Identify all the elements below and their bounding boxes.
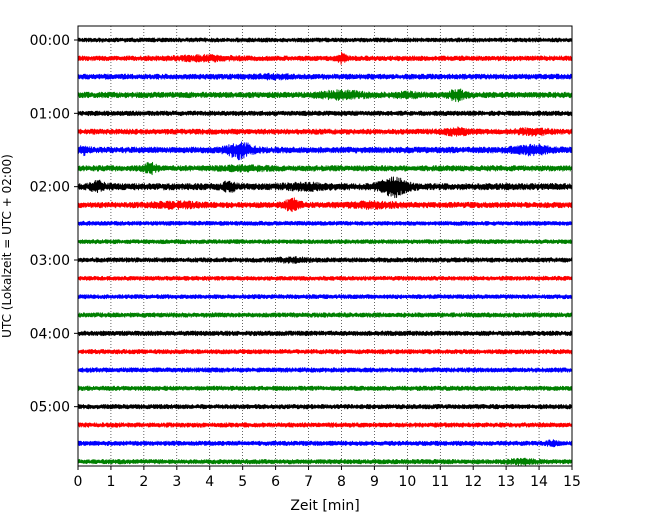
y-tick-label-1: 01:00 (30, 106, 70, 122)
trace-20 (77, 404, 573, 410)
y-tick-label-4: 04:00 (30, 326, 70, 342)
trace-7 (77, 161, 573, 176)
x-tick-label-0: 0 (74, 474, 83, 490)
x-tick-label-6: 6 (271, 474, 280, 490)
trace-5 (77, 126, 573, 137)
x-tick-label-10: 10 (398, 474, 416, 490)
trace-12 (77, 256, 573, 264)
trace-23 (77, 457, 573, 466)
x-tick-label-15: 15 (563, 474, 581, 490)
x-tick-label-9: 9 (370, 474, 379, 490)
trace-22 (77, 439, 573, 448)
trace-10 (77, 220, 573, 226)
y-axis-title: UTC (Lokalzeit = UTC + 02:00) (0, 154, 14, 338)
trace-2 (77, 72, 573, 81)
y-axis: 00:00 01:00 02:00 03:00 04:00 05:00 (30, 33, 78, 416)
traces-layer (77, 37, 573, 466)
trace-9 (77, 197, 573, 213)
trace-11 (77, 239, 573, 245)
trace-4 (77, 110, 573, 117)
y-tick-label-0: 00:00 (30, 33, 70, 49)
trace-18 (77, 367, 573, 373)
trace-16 (77, 330, 573, 337)
x-tick-label-11: 11 (431, 474, 449, 490)
y-tick-label-5: 05:00 (30, 400, 70, 416)
x-tick-label-14: 14 (530, 474, 548, 490)
trace-13 (77, 275, 573, 281)
x-tick-label-1: 1 (106, 474, 115, 490)
trace-19 (77, 385, 573, 391)
x-tick-label-3: 3 (172, 474, 181, 490)
x-tick-label-13: 13 (497, 474, 515, 490)
trace-6 (77, 141, 573, 161)
trace-8 (77, 176, 573, 199)
trace-14 (77, 294, 573, 300)
trace-1 (77, 51, 573, 65)
x-tick-label-7: 7 (304, 474, 313, 490)
plot-frame (77, 25, 573, 467)
trace-17 (77, 349, 573, 355)
y-tick-label-3: 03:00 (30, 253, 70, 269)
x-tick-label-2: 2 (139, 474, 148, 490)
x-tick-label-5: 5 (238, 474, 247, 490)
trace-21 (77, 422, 573, 428)
trace-3 (77, 88, 573, 103)
x-axis: 0 1 2 3 4 5 6 7 8 9 10 11 12 13 14 15 (74, 466, 581, 490)
trace-15 (77, 312, 573, 318)
x-axis-title: Zeit [min] (290, 498, 359, 514)
y-tick-label-2: 02:00 (30, 180, 70, 196)
x-tick-label-4: 4 (205, 474, 214, 490)
trace-0 (77, 37, 573, 43)
x-tick-label-8: 8 (337, 474, 346, 490)
x-tick-label-12: 12 (464, 474, 482, 490)
